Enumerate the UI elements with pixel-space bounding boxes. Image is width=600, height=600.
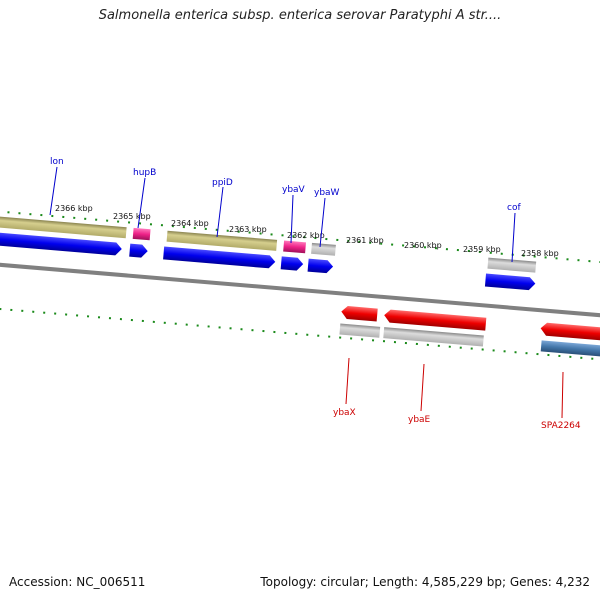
- kbp-label: 2366 kbp: [55, 204, 93, 213]
- kbp-label: 2360 kbp: [404, 241, 442, 250]
- cds-ybaW[interactable]: [307, 258, 334, 274]
- cds-ybaE[interactable]: [384, 309, 487, 331]
- gene-label-SPA2264[interactable]: SPA2264: [541, 421, 581, 431]
- cds-SPA2264[interactable]: [540, 322, 600, 342]
- gene-leaders-bottom: [345, 357, 564, 419]
- gene-leaders-top: [49, 166, 516, 263]
- kbp-label: 2358 kbp: [521, 249, 559, 258]
- ruler-top: [0, 209, 600, 265]
- ruler-labels: 2366 kbp 2365 kbp 2364 kbp 2363 kbp 2362…: [55, 204, 559, 258]
- kbp-label: 2365 kbp: [113, 212, 151, 221]
- feature-ybaV-track[interactable]: [283, 240, 307, 254]
- gene-label-ppiD[interactable]: ppiD: [212, 178, 233, 188]
- feature-hupB-track[interactable]: [132, 227, 151, 241]
- gene-label-hupB[interactable]: hupB: [133, 168, 156, 178]
- feature-track-forward-1: [0, 214, 537, 273]
- feature-track-reverse-1: [341, 306, 600, 342]
- gene-label-lon[interactable]: lon: [50, 157, 64, 167]
- kbp-label: 2364 kbp: [171, 219, 209, 228]
- gene-label-ybaV[interactable]: ybaV: [282, 185, 306, 195]
- kbp-label: 2362 kbp: [287, 231, 325, 240]
- feature-ybaE-track[interactable]: [383, 327, 484, 347]
- accession-text: Accession: NC_006511: [9, 575, 146, 589]
- kbp-label: 2363 kbp: [229, 225, 267, 234]
- gene-label-ybaW[interactable]: ybaW: [314, 188, 340, 198]
- feature-ybaX-track[interactable]: [339, 323, 381, 338]
- kbp-label: 2361 kbp: [346, 236, 384, 245]
- feature-ppiD-track[interactable]: [166, 230, 278, 251]
- feature-ybaW-track[interactable]: [311, 242, 336, 256]
- cds-ybaX[interactable]: [341, 306, 378, 322]
- cds-hupB[interactable]: [129, 243, 148, 258]
- cds-cof[interactable]: [484, 273, 536, 291]
- ruler-bottom: [0, 306, 600, 362]
- feature-SPA2264-track[interactable]: [540, 340, 600, 358]
- feature-track-forward-2: [0, 230, 536, 291]
- gene-labels-top: lon hupB ppiD ybaV ybaW cof: [50, 157, 521, 213]
- feature-lon-track[interactable]: [0, 214, 127, 239]
- gene-label-ybaX[interactable]: ybaX: [333, 408, 356, 418]
- gene-label-ybaE[interactable]: ybaE: [408, 415, 431, 425]
- gene-label-cof[interactable]: cof: [507, 203, 521, 213]
- topology-text: Topology: circular; Length: 4,585,229 bp…: [260, 575, 590, 589]
- genome-backbone: [0, 261, 600, 319]
- feature-track-reverse-2: [339, 323, 600, 358]
- gene-labels-bottom: ybaX ybaE SPA2264: [333, 408, 581, 431]
- cds-ppiD[interactable]: [163, 246, 276, 269]
- kbp-label: 2359 kbp: [463, 245, 501, 254]
- cds-lon[interactable]: [0, 230, 122, 256]
- cds-ybaV[interactable]: [280, 256, 304, 271]
- map-title: Salmonella enterica subsp. enterica sero…: [98, 8, 502, 23]
- feature-cof-track[interactable]: [487, 257, 537, 273]
